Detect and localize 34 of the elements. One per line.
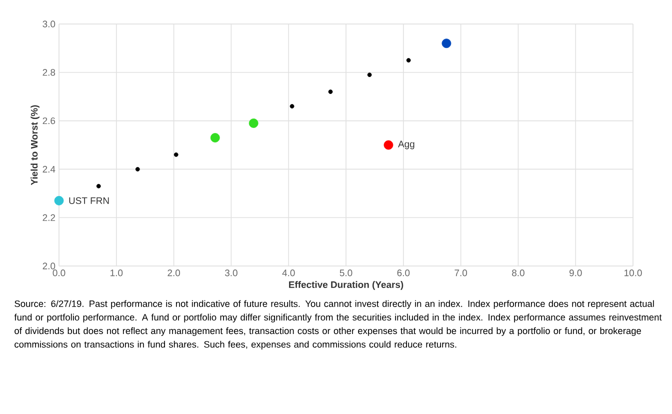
series-label: UST FRN — [69, 197, 109, 204]
point — [367, 72, 372, 78]
y-tick-label: 2.8 — [42, 69, 56, 76]
point — [406, 58, 411, 62]
point — [328, 90, 333, 94]
x-tick-label: 0.0 — [52, 270, 66, 276]
x-tick-label: 5.0 — [340, 270, 352, 276]
point — [96, 184, 101, 188]
y-tick-label: 2.4 — [42, 166, 56, 173]
x-tick-label: 1.0 — [110, 270, 123, 276]
point — [248, 118, 258, 128]
y-tick-label: 2.0 — [42, 262, 56, 270]
x-tick-label: 6.0 — [397, 270, 410, 276]
x-tick-label: 10.0 — [624, 270, 642, 276]
x-tick-label: 2.0 — [168, 270, 180, 276]
point — [135, 167, 140, 172]
point — [54, 196, 64, 206]
source-note: Source: 6/27/19. Past performance is not indicative of future results. You cannot invest directly in an index. Index performance does not represent actual fund or portfolio performance. A fund or portfolio may differ significantly from the securities included in the index. Index performance assumes reinvestment of dividends but does not reflect any management fees, transaction costs or other expenses that would be incurred by a portfolio or fund, or brokerage commissions on transactions in fund shares. Such fees, expenses and commissions could reduce returns. — [14, 300, 662, 350]
series-label: Agg — [398, 140, 414, 150]
point — [384, 140, 394, 150]
x-tick-label: 3.0 — [224, 270, 238, 276]
x-axis-title: Effective Duration (Years) — [289, 281, 404, 290]
x-tick-label: 7.0 — [454, 270, 468, 276]
point — [290, 104, 294, 108]
point — [442, 38, 452, 48]
x-tick-label: 9.0 — [569, 270, 582, 276]
point — [174, 152, 178, 157]
point — [210, 133, 220, 142]
y-tick-label: 3.0 — [42, 20, 56, 28]
y-axis-title: Yield to Worst (%) — [30, 105, 40, 186]
x-tick-label: 8.0 — [512, 270, 524, 276]
y-tick-label: 2.2 — [42, 214, 56, 221]
x-tick-label: 4.0 — [282, 270, 295, 276]
y-tick-label: 2.6 — [42, 117, 56, 124]
